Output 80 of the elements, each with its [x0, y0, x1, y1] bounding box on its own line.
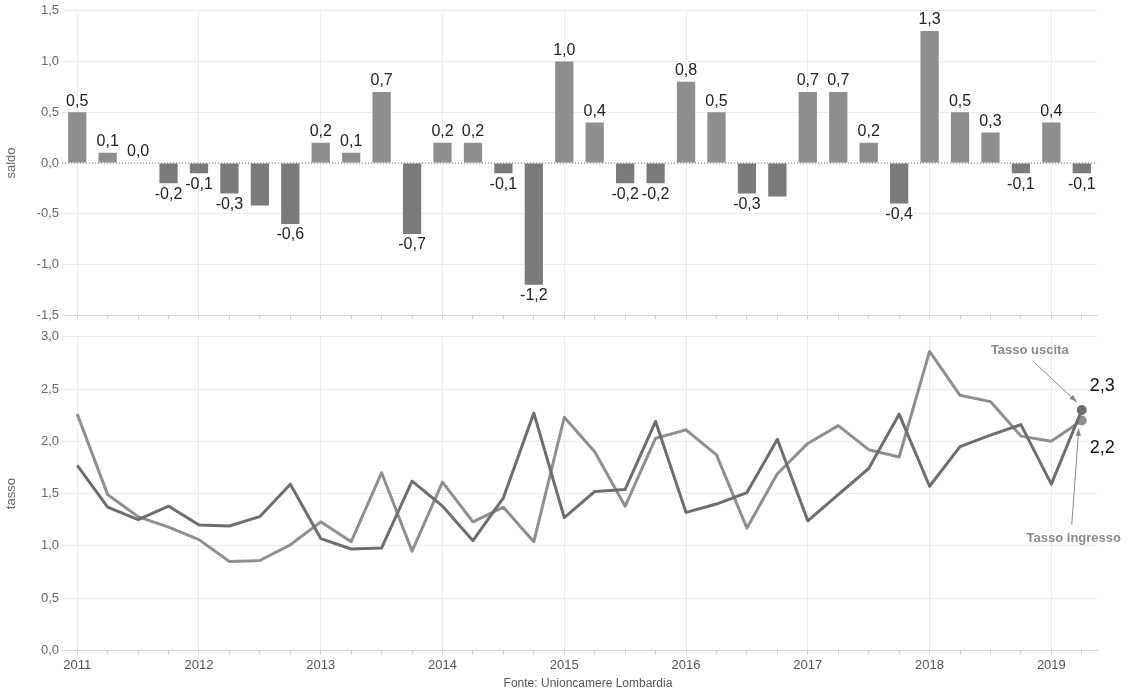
x-tick-label: 2011	[63, 656, 92, 672]
x-tick-label: 2015	[549, 656, 579, 672]
data-label: -0,2	[154, 184, 183, 202]
y-tick-label: 1,5	[40, 2, 59, 18]
x-tick-label: 2014	[428, 656, 457, 672]
data-label: 0,3	[979, 111, 1002, 129]
data-label: 0,0	[126, 142, 150, 160]
x-tick-label: 2018	[915, 656, 945, 672]
data-label: -0,2	[611, 184, 640, 202]
x-tick-label: 2019	[1036, 656, 1066, 672]
data-label: -0,4	[885, 204, 914, 222]
data-label: 0,4	[1040, 101, 1063, 119]
bar	[829, 91, 848, 163]
bar	[950, 112, 970, 163]
bar	[585, 122, 604, 163]
data-label: -0,6	[276, 225, 305, 243]
y-tick-label: 2,0	[40, 432, 59, 448]
data-label: -1,2	[520, 286, 548, 304]
y-tick-label: 0,5	[40, 589, 59, 605]
bar	[68, 112, 87, 163]
y-tick-label: 1,0	[40, 537, 59, 553]
y-tick-label: 0,0	[40, 154, 59, 170]
y-tick-label: -0,5	[36, 205, 59, 221]
y-tick-label: -1,0	[36, 256, 59, 272]
data-label: 2,2	[1089, 437, 1115, 458]
y-tick-label: 3,0	[40, 328, 59, 344]
bar	[555, 61, 574, 163]
bar	[859, 142, 878, 163]
y-tick-label: 1,5	[40, 485, 59, 501]
bar	[920, 31, 939, 163]
bar	[707, 112, 726, 163]
y-tick-label: 1,0	[40, 53, 59, 69]
bar	[372, 91, 391, 163]
bar	[433, 142, 452, 163]
bar	[981, 132, 1000, 163]
data-label: -0,3	[215, 194, 244, 212]
y-tick-label: -1,5	[36, 306, 59, 322]
data-label: 0,2	[309, 122, 332, 140]
data-label: 0,7	[796, 71, 820, 89]
bar	[311, 142, 330, 163]
y-tick-label: 2,5	[40, 380, 59, 396]
bar	[1042, 122, 1061, 163]
bar	[342, 152, 361, 163]
x-tick-label: 2017	[793, 656, 823, 672]
data-label: -0,7	[398, 235, 426, 253]
bar	[98, 152, 117, 163]
text: Tasso uscita	[990, 341, 1070, 357]
text: Tasso ingresso	[1026, 530, 1122, 545]
x-tick-label: 2013	[306, 656, 336, 672]
data-label: -0,1	[1067, 174, 1096, 192]
source-note: Fonte: Unioncamere Lombardia	[502, 676, 674, 690]
bar	[798, 91, 817, 163]
y-tick-label: 0,0	[40, 641, 59, 657]
y-tick-label: 0,5	[40, 103, 59, 119]
y-axis-title: tasso	[3, 478, 19, 510]
x-tick-label: 2016	[671, 656, 701, 672]
data-label: 1,3	[918, 10, 941, 28]
data-label: 0,8	[674, 61, 698, 79]
data-label: -0,3	[733, 194, 761, 212]
data-label: 0,5	[66, 91, 89, 109]
data-label: 0,5	[948, 91, 972, 109]
data-label: 0,1	[96, 132, 119, 150]
data-label: 0,2	[461, 122, 485, 140]
data-label: 1,0	[553, 40, 576, 58]
y-axis-title: saldo	[3, 147, 19, 179]
data-label: 0,7	[827, 71, 850, 89]
data-label: 0,2	[857, 122, 880, 140]
data-label: 0,7	[370, 71, 393, 89]
data-label: 0,5	[705, 91, 728, 109]
data-label: -0,1	[185, 174, 213, 192]
bar	[676, 81, 696, 163]
data-label: 0,1	[340, 132, 363, 150]
data-label: 0,4	[583, 101, 606, 119]
data-label: -0,1	[489, 174, 518, 192]
data-label: 2,3	[1089, 374, 1115, 395]
data-label: 0,2	[431, 122, 454, 140]
x-tick-label: 2012	[184, 656, 214, 672]
bar	[463, 142, 483, 163]
data-label: -0,2	[641, 184, 670, 202]
data-label: -0,1	[1007, 174, 1035, 192]
